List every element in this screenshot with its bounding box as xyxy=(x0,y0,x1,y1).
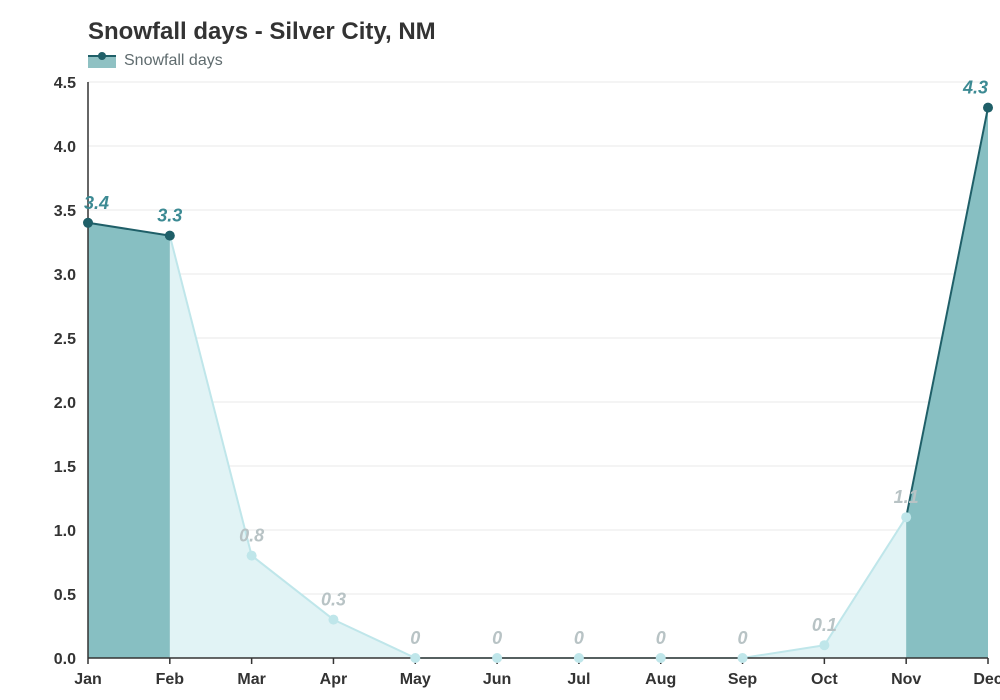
y-tick-label: 0.0 xyxy=(54,651,76,668)
data-marker xyxy=(738,653,748,663)
value-label: 0 xyxy=(738,628,748,648)
value-label: 0.1 xyxy=(812,615,837,635)
data-marker xyxy=(574,653,584,663)
x-tick-label: Jul xyxy=(567,671,590,688)
area-muted xyxy=(88,108,988,658)
data-marker xyxy=(165,231,175,241)
value-label: 0.8 xyxy=(239,526,264,546)
value-label: 3.4 xyxy=(84,193,109,213)
x-tick-label: Feb xyxy=(156,671,185,688)
x-tick-label: Oct xyxy=(811,671,838,688)
data-marker xyxy=(901,512,911,522)
value-label: 0 xyxy=(410,628,420,648)
x-tick-label: May xyxy=(400,671,431,688)
data-marker xyxy=(247,551,257,561)
chart-legend: Snowfall days xyxy=(88,52,223,70)
data-marker xyxy=(983,103,993,113)
data-marker xyxy=(492,653,502,663)
x-tick-label: Dec xyxy=(973,671,1000,688)
data-marker xyxy=(819,640,829,650)
y-tick-label: 2.0 xyxy=(54,395,76,412)
y-tick-label: 4.0 xyxy=(54,139,76,156)
data-marker xyxy=(656,653,666,663)
x-tick-label: Mar xyxy=(237,671,265,688)
chart-title: Snowfall days - Silver City, NM xyxy=(88,18,436,46)
data-marker xyxy=(328,615,338,625)
value-label: 0.3 xyxy=(321,590,346,610)
value-label: 3.3 xyxy=(157,206,182,226)
y-tick-label: 2.5 xyxy=(54,331,76,348)
area-primary xyxy=(88,223,170,658)
y-tick-label: 4.5 xyxy=(54,75,76,92)
x-tick-label: Apr xyxy=(320,671,348,688)
y-tick-label: 3.5 xyxy=(54,203,76,220)
value-label: 0 xyxy=(656,628,666,648)
value-label: 0 xyxy=(574,628,584,648)
chart-svg: 0.0 0.5 1.0 1.5 2.0 2.5 3.0 3.5 4.0 4.5 Jan Feb Mar A… xyxy=(0,0,1000,700)
y-tick-label: 1.5 xyxy=(54,459,76,476)
x-tick-label: Sep xyxy=(728,671,758,688)
y-tick-label: 0.5 xyxy=(54,587,76,604)
data-marker xyxy=(410,653,420,663)
snowfall-chart: Snowfall days - Silver City, NM Snowfall… xyxy=(0,0,1000,700)
value-label: 0 xyxy=(492,628,502,648)
y-tick-label: 3.0 xyxy=(54,267,76,284)
x-tick-label: Aug xyxy=(645,671,676,688)
x-tick-label: Jun xyxy=(483,671,511,688)
x-tick-label: Nov xyxy=(891,671,921,688)
data-marker xyxy=(83,218,93,228)
legend-label: Snowfall days xyxy=(124,52,223,70)
x-tick-label: Jan xyxy=(74,671,102,688)
legend-swatch xyxy=(88,54,116,68)
value-label: 1.1 xyxy=(894,487,919,507)
area-primary xyxy=(906,108,988,658)
y-tick-label: 1.0 xyxy=(54,523,76,540)
value-label: 4.3 xyxy=(962,78,988,98)
